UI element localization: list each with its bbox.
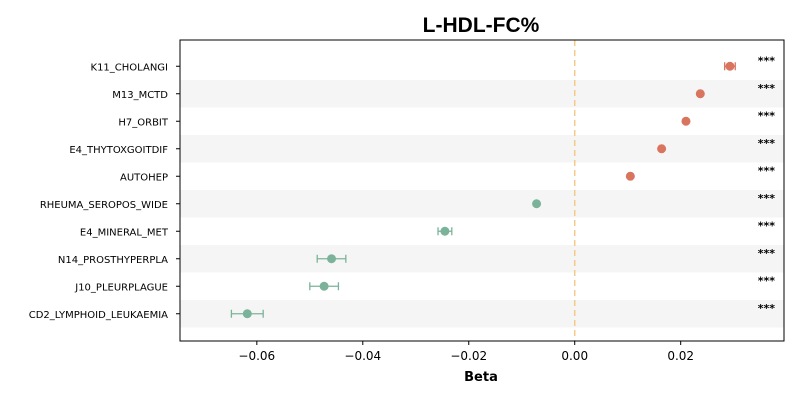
significance-label: *** bbox=[758, 274, 776, 287]
data-point bbox=[657, 144, 667, 154]
x-tick-label: 0.00 bbox=[561, 349, 588, 363]
x-axis-label: Beta bbox=[464, 370, 498, 385]
significance-label: *** bbox=[758, 109, 776, 122]
significance-label: *** bbox=[758, 54, 776, 67]
row-band bbox=[180, 190, 784, 218]
y-tick-label: E4_THYTOXGOITDIF bbox=[69, 145, 168, 156]
row-band bbox=[180, 80, 784, 108]
significance-labels: *** *** *** *** *** *** *** *** *** *** bbox=[758, 54, 776, 315]
significance-label: *** bbox=[758, 247, 776, 260]
y-tick-label: AUTOHEP bbox=[120, 172, 168, 183]
significance-label: *** bbox=[758, 302, 776, 315]
significance-label: *** bbox=[758, 164, 776, 177]
data-point bbox=[695, 89, 705, 99]
row-bands bbox=[180, 80, 784, 328]
chart-title: L-HDL-FC% bbox=[423, 14, 540, 37]
significance-label: *** bbox=[758, 82, 776, 95]
data-point bbox=[327, 254, 337, 264]
y-axis-labels: K11_CHOLANGI M13_MCTD H7_ORBIT E4_THYTOXGOI… bbox=[29, 62, 180, 321]
x-axis-ticks: −0.06 −0.04 −0.02 0.00 0.02 bbox=[238, 341, 694, 363]
row-band bbox=[180, 135, 784, 163]
plot-frame bbox=[179, 39, 785, 342]
row-band bbox=[180, 300, 784, 328]
y-tick-label: H7_ORBIT bbox=[118, 117, 169, 128]
x-tick-label: −0.06 bbox=[238, 349, 275, 363]
row-band bbox=[180, 245, 784, 273]
significance-label: *** bbox=[758, 219, 776, 232]
y-tick-label: RHEUMA_SEROPOS_WIDE bbox=[40, 200, 168, 211]
data-point bbox=[725, 61, 735, 71]
y-tick-label: J10_PLEURPLAGUE bbox=[74, 282, 168, 293]
x-tick-label: 0.02 bbox=[667, 349, 694, 363]
data-point bbox=[242, 309, 252, 319]
y-tick-label: E4_MINERAL_MET bbox=[80, 227, 169, 238]
y-tick-label: K11_CHOLANGI bbox=[91, 62, 168, 73]
x-tick-label: −0.04 bbox=[344, 349, 381, 363]
data-points bbox=[242, 61, 735, 319]
significance-label: *** bbox=[758, 192, 776, 205]
y-tick-label: CD2_LYMPHOID_LEUKAEMIA bbox=[29, 310, 168, 321]
significance-label: *** bbox=[758, 137, 776, 150]
data-point bbox=[681, 116, 691, 126]
data-point bbox=[625, 171, 635, 181]
y-tick-label: N14_PROSTHYPERPLA bbox=[58, 255, 168, 266]
data-point bbox=[440, 226, 450, 236]
x-tick-label: −0.02 bbox=[450, 349, 487, 363]
data-point bbox=[319, 281, 329, 291]
y-tick-label: M13_MCTD bbox=[112, 90, 168, 101]
data-point bbox=[532, 199, 542, 209]
